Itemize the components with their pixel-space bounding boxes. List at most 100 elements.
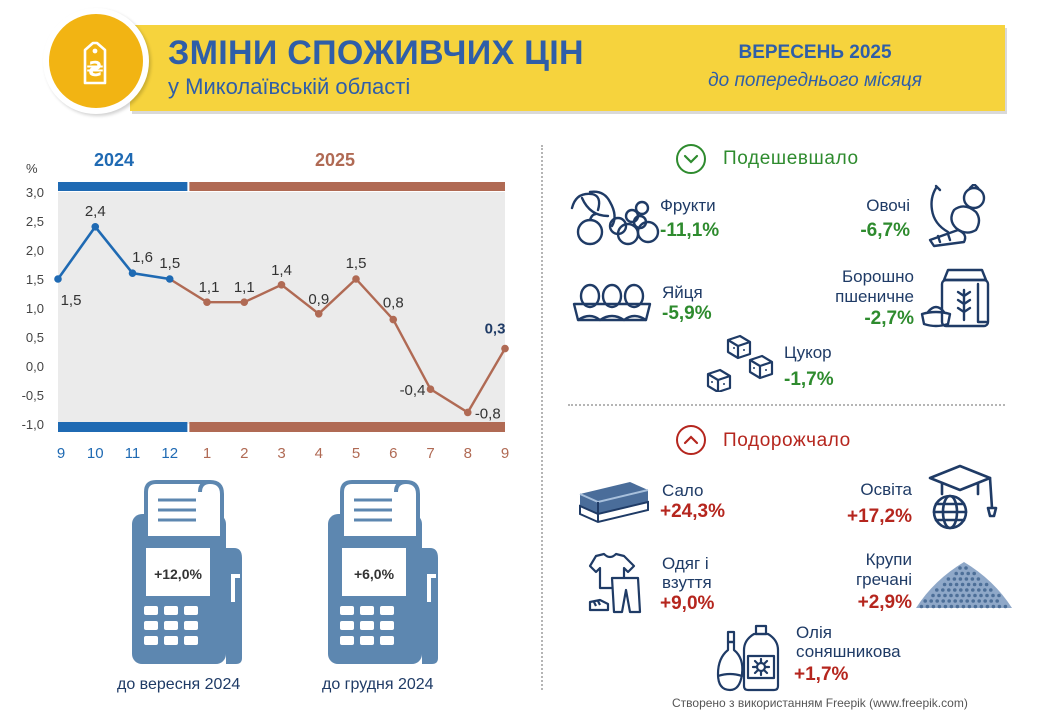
data-label: 0,3: [485, 321, 506, 338]
receipt-caption-december: до грудня 2024: [322, 676, 434, 693]
logo-circle: [49, 14, 143, 108]
item-name-eggs: Яйця: [662, 283, 703, 302]
y-tick-label: 2,0: [26, 243, 44, 258]
data-point: [91, 223, 100, 231]
x-tick-label: 2: [240, 445, 248, 462]
data-point: [240, 298, 249, 306]
item-name-sugar: Цукор: [784, 343, 832, 362]
item-name-flour-2: пшеничне: [835, 287, 914, 306]
cash-register-icon: [328, 480, 438, 664]
credits-footer: Створено з використанням Freepik (www.fr…: [672, 696, 968, 710]
data-point: [203, 298, 211, 306]
data-label: 0,9: [308, 291, 329, 308]
item-value-vegetables: -6,7%: [860, 220, 910, 241]
y-tick-label: 3,0: [26, 185, 44, 200]
data-point: [165, 275, 174, 283]
data-point: [277, 281, 286, 289]
y-tick-label: -1,0: [22, 417, 44, 432]
item-name-clothes-1: Одяг і: [662, 554, 709, 573]
item-value-education: +17,2%: [847, 506, 912, 527]
cash-register-icon: [132, 480, 242, 664]
item-value-oil: +1,7%: [794, 664, 849, 685]
year-band-2024: [58, 182, 188, 191]
fruits-icon: [570, 190, 660, 246]
graduation-cap-globe-icon: [928, 464, 998, 530]
data-point: [54, 275, 62, 283]
year-label-2025: 2025: [315, 150, 355, 170]
x-tick-label: 12: [161, 445, 178, 462]
page-title: ЗМІНИ СПОЖИВЧИХ ЦІН: [168, 34, 584, 72]
series-line-2025: [169, 277, 507, 415]
y-tick-label: -0,5: [22, 388, 44, 403]
receipt-value-year: +12,0%: [154, 566, 202, 582]
data-label: 0,8: [383, 295, 404, 312]
chevron-down-circle-icon: [676, 144, 706, 174]
year-band-2025: [189, 422, 505, 432]
x-tick-label: 9: [501, 445, 509, 462]
sugar-cubes-icon: [706, 334, 774, 392]
pricier-title: Подорожчало: [723, 430, 851, 451]
hryvnia-symbol: ₴: [86, 57, 103, 81]
x-tick-label: 11: [125, 445, 141, 462]
year-band-2024: [58, 422, 188, 432]
y-tick-label: 2,5: [26, 214, 44, 229]
vertical-divider: [541, 145, 543, 690]
data-label: 1,5: [346, 255, 367, 272]
clothes-icon: [588, 552, 642, 614]
data-label: 1,5: [159, 255, 180, 272]
x-tick-label: 8: [464, 445, 472, 462]
data-label: 1,1: [234, 279, 255, 296]
item-name-buckwheat-2: гречані: [855, 570, 912, 589]
page-subtitle: у Миколаївській області: [168, 74, 411, 99]
y-unit-label: %: [26, 161, 38, 176]
item-name-fruits: Фрукти: [660, 196, 716, 215]
eggs-icon: [572, 283, 652, 322]
vegetables-icon: [928, 184, 986, 248]
year-band-2025: [189, 182, 505, 191]
data-point: [501, 344, 509, 353]
x-tick-label: 7: [426, 445, 434, 462]
lard-icon: [579, 482, 649, 524]
data-point: [314, 310, 323, 318]
y-tick-label: 1,5: [26, 272, 44, 287]
data-point: [389, 315, 398, 324]
series-line-2024: [56, 224, 170, 281]
item-value-flour: -2,7%: [864, 308, 914, 329]
data-label: 1,1: [199, 279, 220, 296]
hryvnia-price-tag-icon: ₴: [83, 41, 107, 85]
flour-icon: [920, 268, 990, 328]
cpi-line-chart: 2024 2025% 3,0 2,5 2,0 1,5 1,0 0,5 0,0 -0,5 -1,0 9 1…: [22, 150, 510, 462]
x-tick-label: 5: [352, 445, 360, 462]
receipt-value-december: +6,0%: [353, 566, 395, 582]
buckwheat-icon: [916, 562, 1012, 609]
item-value-buckwheat: +2,9%: [857, 592, 912, 613]
data-label: -0,8: [475, 405, 501, 422]
item-value-lard: +24,3%: [660, 501, 725, 522]
item-name-oil-2: соняшникова: [796, 642, 901, 661]
item-name-clothes-2: взуття: [662, 573, 712, 592]
period-label: ВЕРЕСЕНЬ 2025: [738, 42, 892, 63]
header-banner: [130, 25, 1005, 111]
item-name-lard: Сало: [662, 481, 704, 500]
period-comparison: до попереднього місяця: [708, 70, 922, 91]
item-value-clothes: +9,0%: [660, 593, 715, 614]
data-point: [426, 385, 435, 393]
item-name-education: Освіта: [860, 480, 912, 499]
chart-plot-area: [58, 192, 505, 424]
cheaper-title: Подешевшало: [723, 148, 859, 169]
x-tick-label: 9: [57, 445, 65, 462]
item-value-fruits: -11,1%: [660, 220, 720, 241]
x-tick-label: 4: [315, 445, 323, 462]
data-label: 2,4: [85, 203, 106, 220]
item-name-vegetables: Овочі: [866, 196, 910, 215]
chevron-up-circle-icon: [676, 425, 706, 455]
receipt-caption-year: до вересня 2024: [117, 676, 241, 693]
x-tick-label: 6: [389, 445, 397, 462]
y-tick-label: 0,5: [26, 330, 44, 345]
data-label: 1,5: [61, 292, 82, 309]
data-label: -0,4: [400, 382, 426, 399]
horizontal-divider: [568, 404, 1005, 406]
item-name-oil-1: Олія: [796, 623, 832, 642]
x-tick-label: 3: [277, 445, 285, 462]
oil-bottle-icon: [716, 624, 780, 692]
